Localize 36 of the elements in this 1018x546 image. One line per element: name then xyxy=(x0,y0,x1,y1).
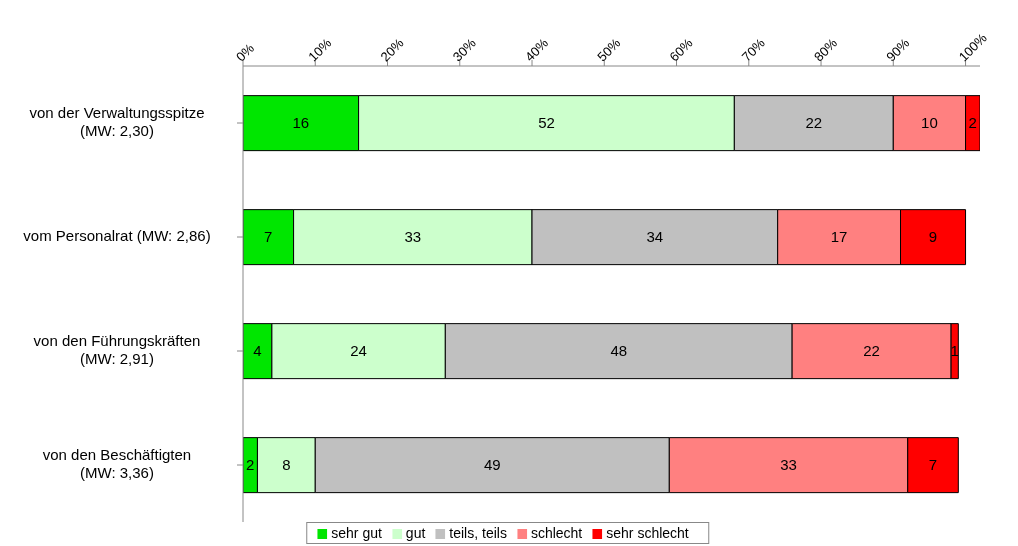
data-label: 4 xyxy=(253,342,262,360)
x-tick-label: 40% xyxy=(522,35,552,65)
legend-label: schlecht xyxy=(530,525,583,541)
data-label: 33 xyxy=(404,228,422,246)
data-label: 17 xyxy=(830,228,848,246)
data-label: 2 xyxy=(246,456,255,474)
y-tick-label: von den Führungskräften (MW: 2,91) xyxy=(33,331,201,367)
data-label: 22 xyxy=(863,342,880,360)
data-label: 8 xyxy=(282,456,291,474)
y-tick-label: vom Personalrat (MW: 2,86) xyxy=(23,226,211,244)
x-tick-label: 0% xyxy=(233,40,258,65)
data-label: 33 xyxy=(780,456,797,474)
legend-label: sehr schlecht xyxy=(606,525,689,541)
x-tick-label: 80% xyxy=(811,35,841,65)
data-label: 7 xyxy=(264,228,273,246)
y-tick-label: von den Beschäftigten (MW: 3,36) xyxy=(42,445,192,481)
data-label: 52 xyxy=(538,114,555,132)
data-label: 16 xyxy=(292,114,310,132)
data-label: 7 xyxy=(928,456,938,474)
legend-label: gut xyxy=(405,525,426,541)
x-tick-label: 70% xyxy=(738,35,769,65)
x-tick-label: 90% xyxy=(883,35,913,65)
x-tick-label: 60% xyxy=(666,35,696,65)
data-label: 49 xyxy=(483,456,501,474)
data-label: 9 xyxy=(928,228,938,246)
x-tick-label: 50% xyxy=(594,35,624,65)
legend-label: teils, teils xyxy=(449,525,507,541)
legend-label: sehr gut xyxy=(331,525,382,541)
data-label: 48 xyxy=(610,342,628,360)
data-label: 24 xyxy=(350,342,367,360)
data-label: 10 xyxy=(921,114,938,132)
data-label: 22 xyxy=(805,114,823,132)
data-label: 2 xyxy=(968,114,977,132)
data-label: 34 xyxy=(646,228,664,246)
x-tick-label: 30% xyxy=(449,35,480,65)
y-tick-label: von der Verwaltungsspitze (MW: 2,30) xyxy=(29,103,205,139)
